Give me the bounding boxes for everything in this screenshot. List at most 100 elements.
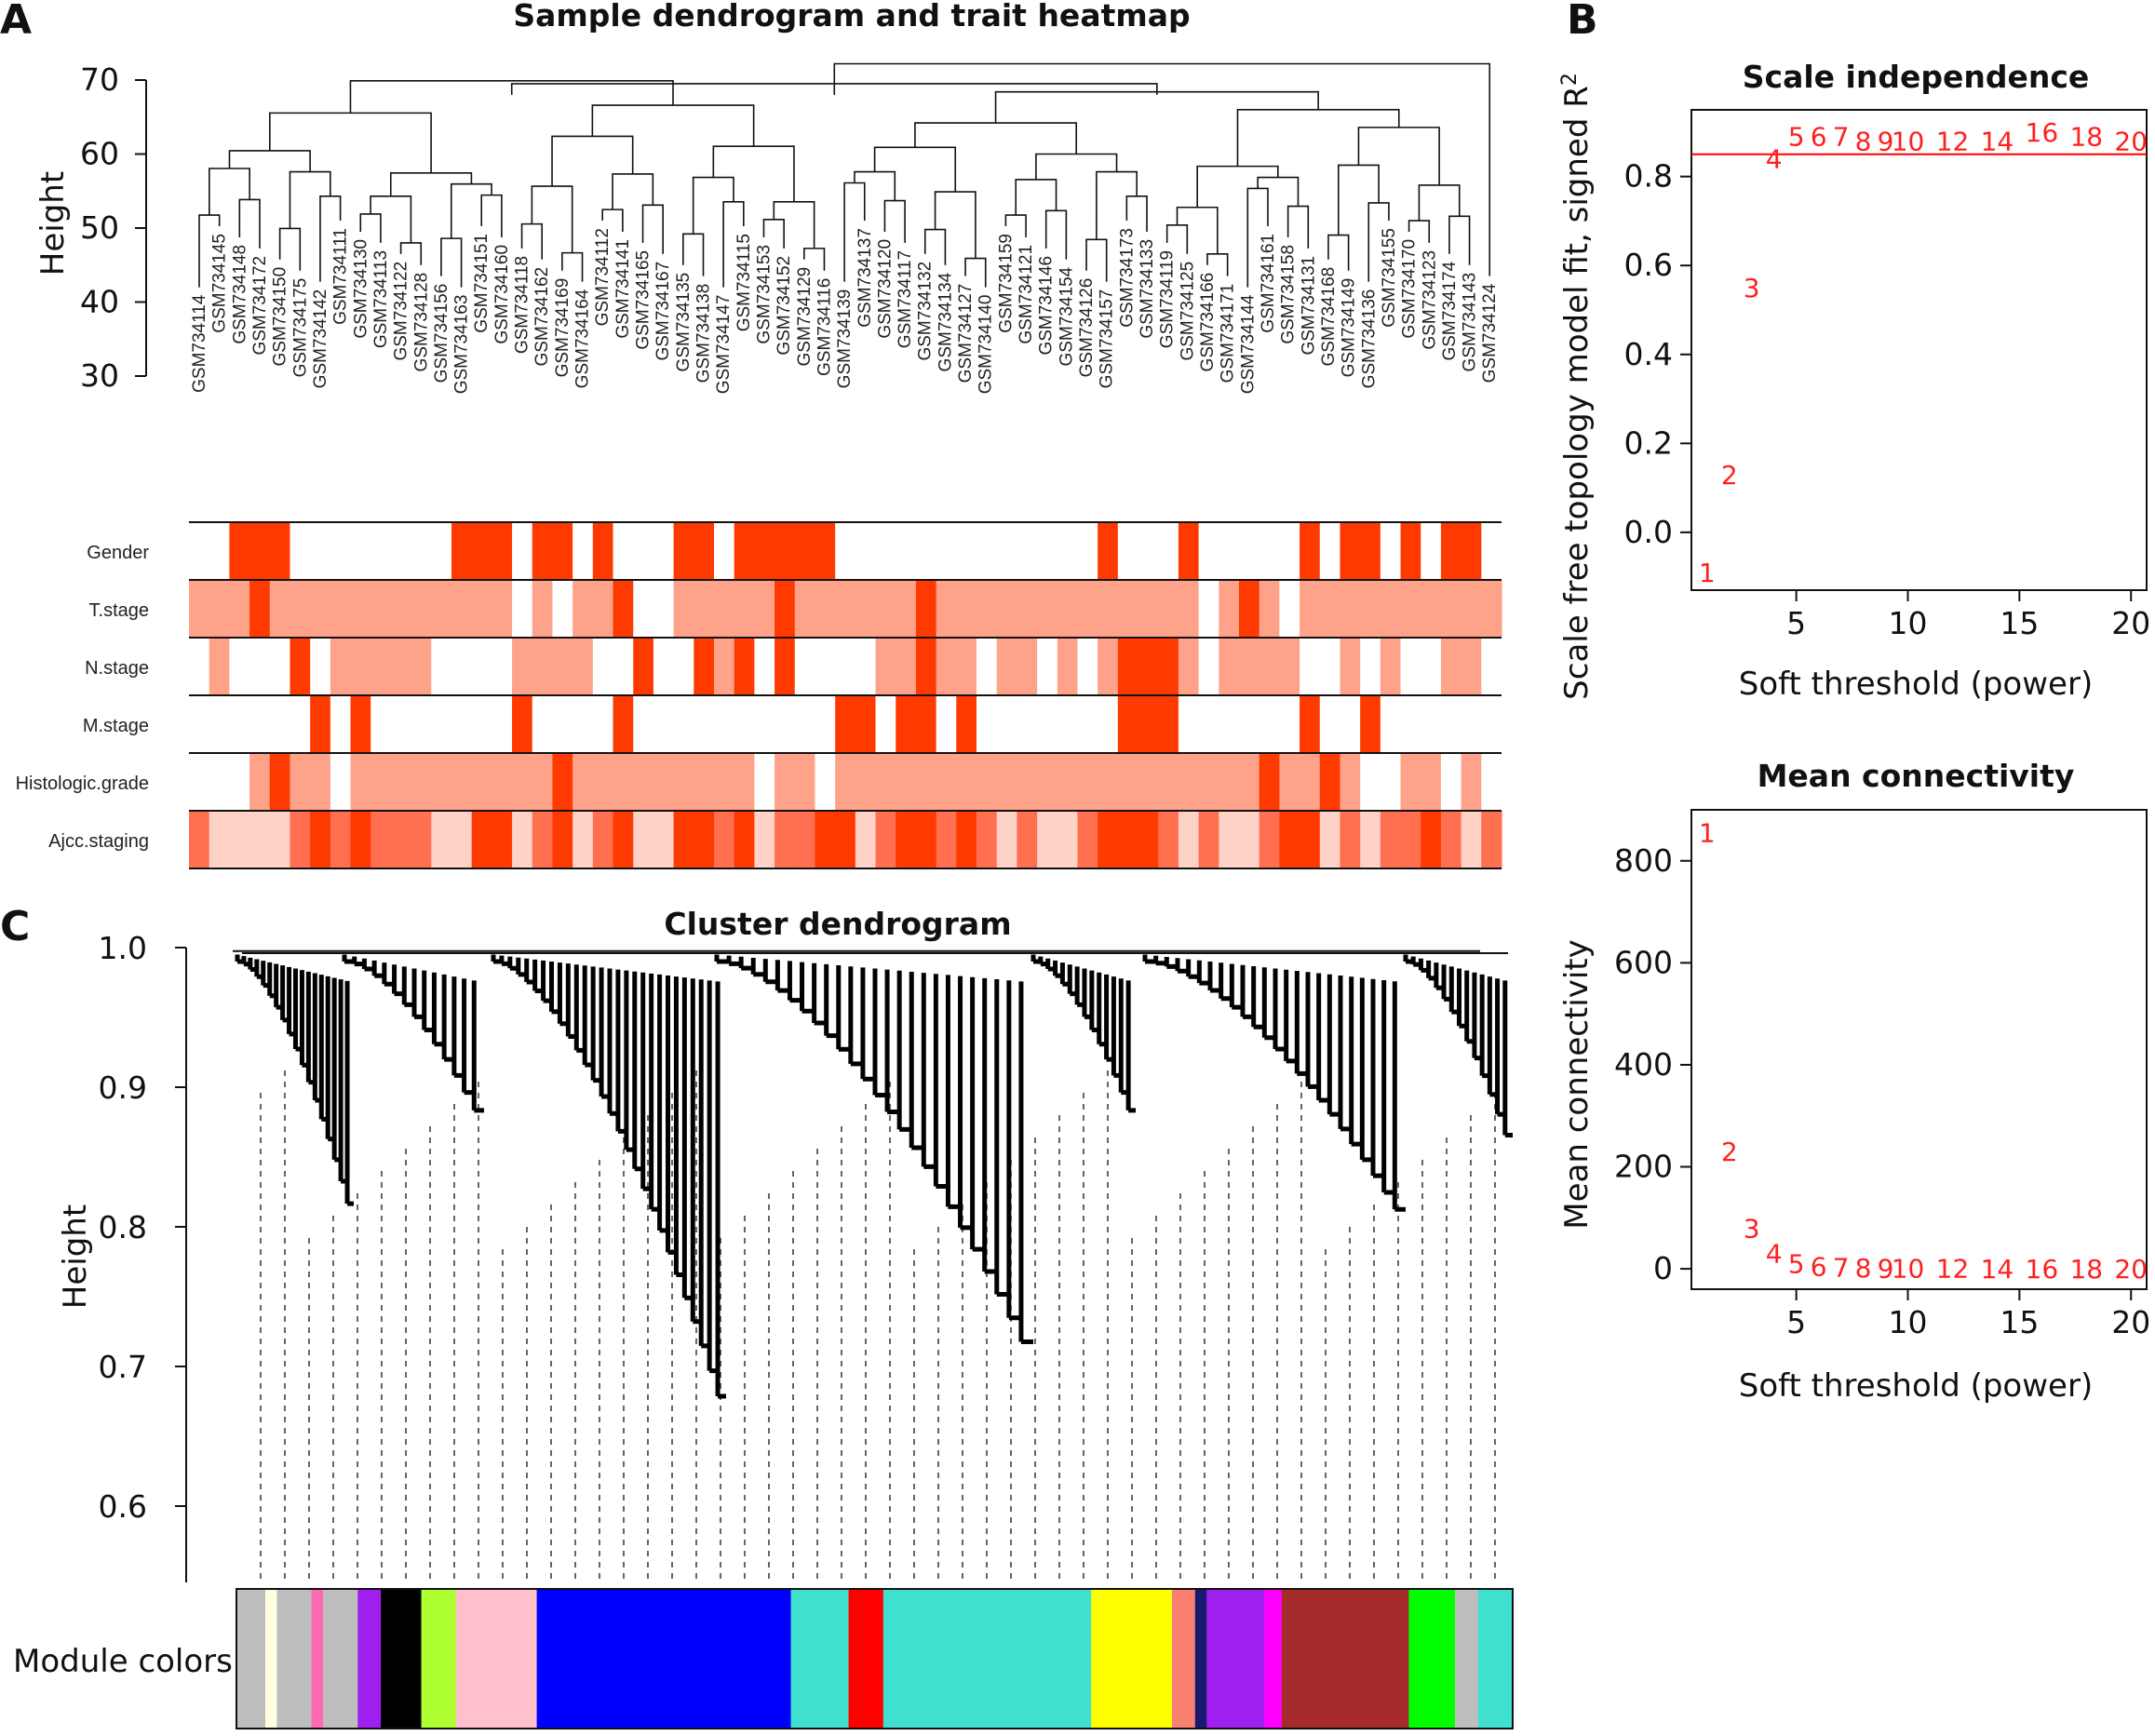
heatmap-cell [976,638,998,695]
scale-independence-x-tick-label: 15 [2000,605,2039,641]
y-tick-label: 1.0 [99,930,147,966]
scale-independence-point-label: 5 [1788,122,1805,153]
sample-label: GSM734161 [1259,234,1278,333]
heatmap-cell [1279,811,1300,868]
heatmap-cell [1138,695,1159,753]
sample-label: GSM734132 [916,262,936,361]
heatmap-cell [936,522,957,580]
heatmap-cell [1319,695,1341,753]
heatmap-cell [915,580,937,638]
scale-independence-point-label: 12 [1936,126,1970,156]
heatmap-cell [976,522,998,580]
heatmap-cell [249,638,271,695]
heatmap-cell [855,580,877,638]
sample-label: GSM734113 [371,250,391,348]
heatmap-cell [653,753,675,811]
heatmap-cell [1300,580,1321,638]
heatmap-cell [694,695,715,753]
heatmap-cell [592,695,614,753]
sample-label: GSM734116 [815,278,834,376]
heatmap-cell [1158,811,1179,868]
heatmap-cell [552,753,573,811]
sample-dendrogram-y-label: Height [34,171,72,276]
mean-connectivity-x-tick-label: 10 [1889,1304,1928,1340]
heatmap-cell [1400,580,1421,638]
heatmap-cell [492,638,513,695]
y-tick-label: 30 [80,357,119,394]
heatmap-cell [1178,638,1200,695]
heatmap-cell [1481,753,1502,811]
sample-dendrogram-tree [198,62,1491,288]
heatmap-cell [714,638,735,695]
heatmap-cell [996,522,1017,580]
heatmap-cell [1138,753,1159,811]
sample-label: GSM734152 [774,256,794,356]
heatmap-cell [754,695,775,753]
heatmap-cell [1077,638,1098,695]
sample-label: GSM734146 [1037,256,1057,356]
heatmap-cell [1300,811,1321,868]
heatmap-cell [976,695,998,753]
heatmap-cell [532,638,554,695]
y-tick-label: 0.7 [99,1349,147,1385]
heatmap-cell [269,753,291,811]
scale-independence-title: Scale independence [1743,59,2090,95]
heatmap-cell [714,522,735,580]
scale-independence-x-label: Soft threshold (power) [1739,666,2093,703]
module-color-segment [1091,1589,1173,1729]
heatmap-cell [1057,522,1079,580]
heatmap-cell [330,580,352,638]
heatmap-cell [370,580,392,638]
scale-independence-frame [1690,109,2148,591]
sample-label: GSM734157 [1098,289,1117,389]
heatmap-cell [1138,638,1159,695]
heatmap-cell [1380,580,1402,638]
heatmap-cell [290,811,311,868]
heatmap-cell [209,695,230,753]
heatmap-cell [794,522,816,580]
sample-label: GSM734158 [1279,245,1299,344]
heatmap-cell [249,522,271,580]
cut-guides [260,1070,1496,1582]
heatmap-cell [350,695,371,753]
sample-label: GSM734165 [634,250,653,350]
heatmap-cell [956,638,977,695]
mean-connectivity-point-label: 12 [1936,1254,1970,1285]
heatmap-cell [1461,638,1482,695]
heatmap-cell [492,580,513,638]
mean-connectivity-point-label: 1 [1699,818,1716,849]
scale-independence-point-label: 6 [1811,122,1827,153]
sample-label: GSM734141 [613,239,633,339]
heatmap-cell [1400,811,1421,868]
sample-label: GSM734114 [190,294,209,393]
heatmap-cell [1380,638,1402,695]
scale-independence-y-label: Scale free topology model fit, signed R2 [1558,73,1596,700]
sample-label: GSM734142 [311,289,330,389]
heatmap-cell [754,580,775,638]
module-color-segment [311,1589,324,1729]
heatmap-cell [1279,753,1300,811]
heatmap-cell [1421,695,1442,753]
heatmap-cell [1360,638,1381,695]
trait-label: N.stage [85,658,149,679]
heatmap-cell [956,695,977,753]
heatmap-cell [229,811,250,868]
heatmap-cell [1037,580,1058,638]
heatmap-cell [572,580,594,638]
heatmap-cell [471,638,492,695]
heatmap-cell [1117,580,1139,638]
trait-label: T.stage [89,600,149,621]
module-color-segment [1408,1589,1456,1729]
cluster-dendrogram-title: Cluster dendrogram [664,906,1011,942]
module-color-segment [236,1589,266,1729]
heatmap-cell [996,580,1017,638]
heatmap-cell [229,522,250,580]
module-color-segment [1171,1589,1196,1729]
scale-independence-point-label: 10 [1892,126,1925,156]
heatmap-cell [896,695,917,753]
panel-letter-c: C [0,903,31,950]
heatmap-cell [896,753,917,811]
heatmap-cell [855,522,877,580]
heatmap-cell [1440,522,1462,580]
heatmap-cell [370,695,392,753]
